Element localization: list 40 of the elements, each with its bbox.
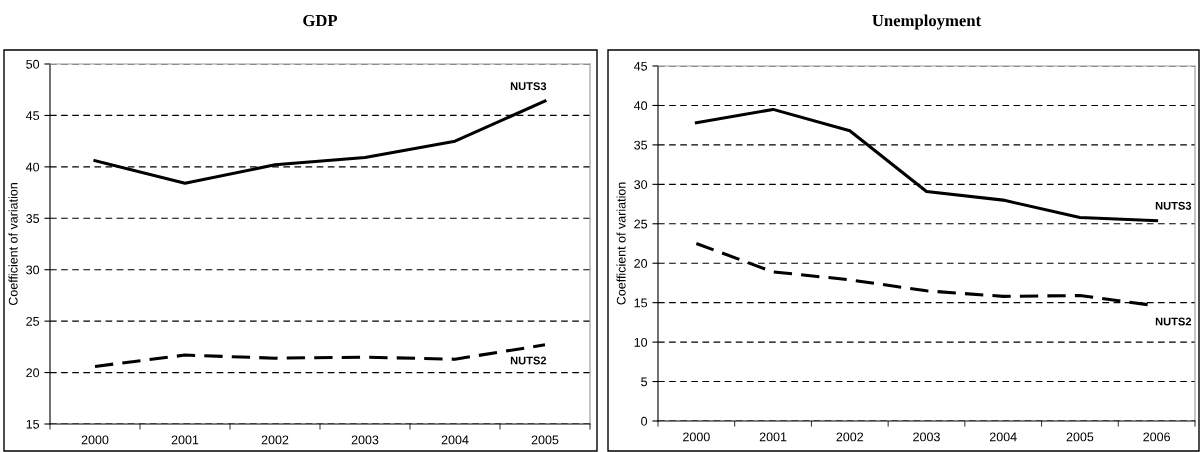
y-tick-label: 50: [26, 59, 40, 69]
y-tick-label: 45: [633, 61, 648, 71]
x-tick-label: 2001: [171, 435, 199, 445]
y-tick-label: 40: [633, 101, 648, 111]
x-tick-label: 2005: [531, 435, 559, 445]
y-tick-label: 30: [26, 265, 40, 275]
y-axis-title: Coefficient of variation: [8, 183, 18, 306]
line-series: [93, 343, 547, 368]
y-tick-label: 25: [26, 316, 40, 326]
series-label: NUTS3: [510, 82, 547, 91]
chart-title: Unemployment: [872, 14, 982, 30]
series-label: NUTS2: [510, 356, 547, 365]
x-tick-label: 2003: [351, 435, 379, 445]
x-tick-label: 2002: [261, 435, 289, 445]
x-tick-label: 2000: [683, 432, 710, 442]
x-tick-label: 2001: [759, 432, 787, 442]
y-tick-label: 5: [641, 377, 648, 387]
x-tick-label: 2002: [836, 432, 864, 442]
y-tick-label: 20: [26, 368, 40, 378]
y-tick-label: 20: [634, 259, 648, 268]
x-tick-label: 2004: [441, 435, 469, 445]
y-tick-label: 15: [634, 298, 648, 308]
x-tick-label: 2003: [913, 432, 940, 442]
series-label: NUTS2: [1155, 317, 1192, 326]
x-tick-label: 2006: [1143, 432, 1170, 442]
x-tick-label: 2004: [989, 432, 1017, 442]
x-tick-label: 2000: [81, 435, 109, 445]
y-tick-label: 25: [634, 219, 648, 229]
y-tick-label: 10: [634, 337, 648, 347]
x-tick-label: 2005: [1066, 432, 1094, 442]
y-axis-title: Coefficient of variation: [616, 182, 626, 305]
y-tick-label: 45: [25, 111, 40, 121]
y-tick-label: 35: [26, 214, 40, 223]
y-tick-label: 30: [634, 180, 648, 189]
y-tick-label: 40: [25, 162, 40, 172]
y-tick-label: 15: [26, 419, 40, 429]
series-label: NUTS3: [1155, 201, 1192, 210]
y-tick-label: 35: [634, 140, 648, 150]
chart-title: GDP: [303, 14, 338, 27]
y-tick-label: 0: [641, 416, 648, 426]
